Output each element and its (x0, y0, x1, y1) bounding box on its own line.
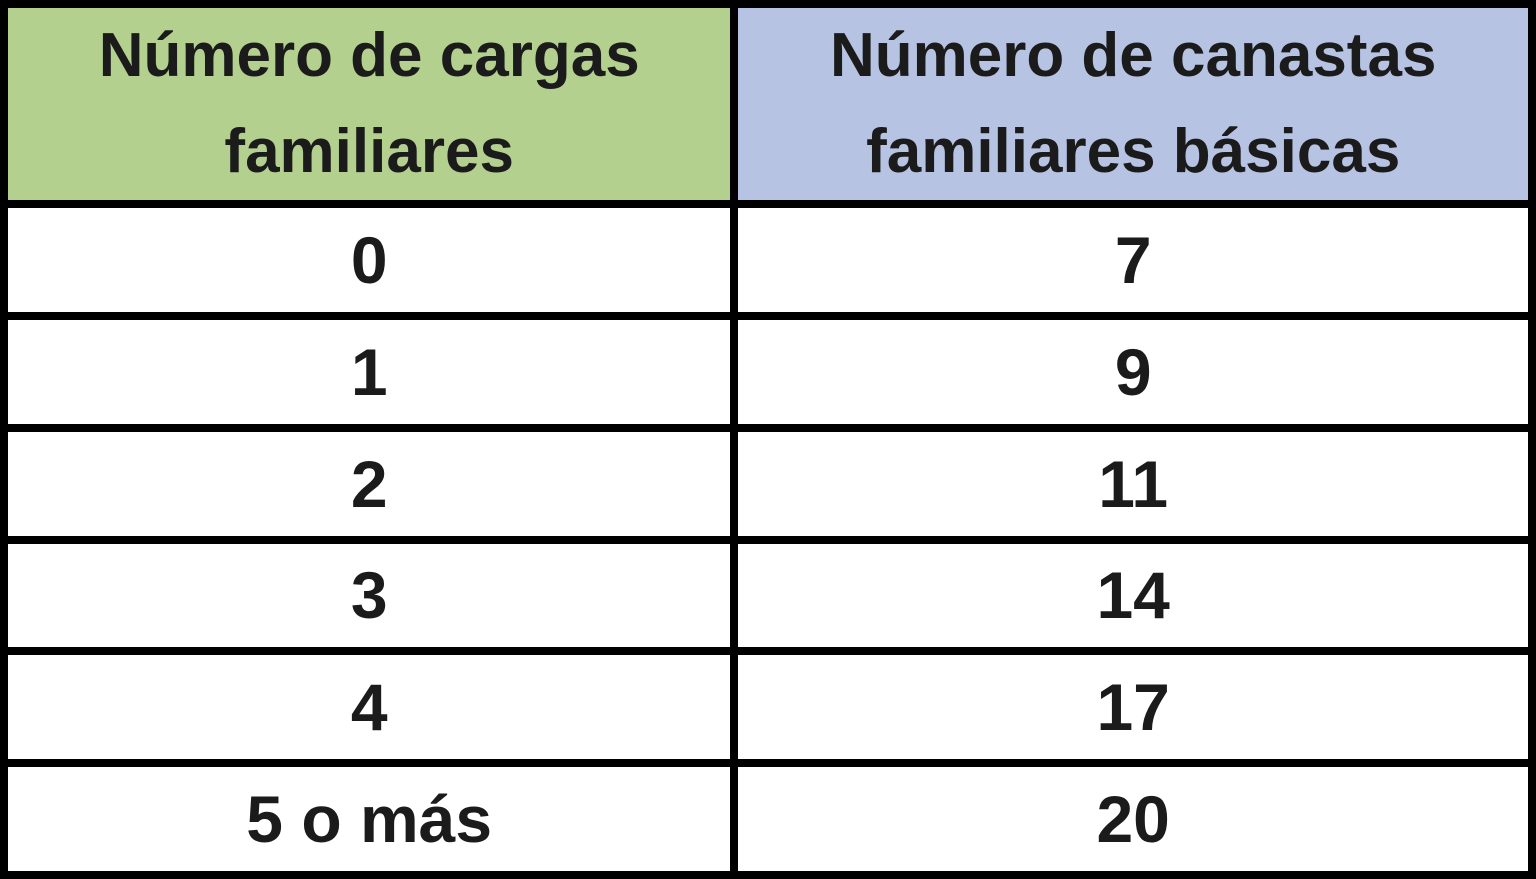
header-canastas-basicas: Número de canastas familiares básicas (730, 0, 1536, 209)
cell-canastas-0: 7 (730, 200, 1536, 320)
cell-canastas-4: 17 (730, 647, 1536, 768)
table-row: 4 17 (0, 647, 1536, 768)
cell-canastas-2: 11 (730, 423, 1536, 544)
cell-canastas-3: 14 (730, 535, 1536, 656)
cell-cargas-3: 3 (0, 535, 739, 656)
cell-cargas-4: 4 (0, 647, 739, 768)
cell-cargas-5: 5 o más (0, 759, 739, 879)
cell-cargas-1: 1 (0, 311, 739, 432)
cell-canastas-5: 20 (730, 759, 1536, 879)
cell-cargas-2: 2 (0, 423, 739, 544)
header-cargas-familiares: Número de cargas familiares (0, 0, 739, 209)
header-row: Número de cargas familiares Número de ca… (0, 0, 1536, 209)
cell-cargas-0: 0 (0, 200, 739, 320)
table-row: 5 o más 20 (0, 759, 1536, 879)
table-row: 3 14 (0, 535, 1536, 656)
cell-canastas-1: 9 (730, 311, 1536, 432)
table-row: 2 11 (0, 423, 1536, 544)
table-row: 0 7 (0, 200, 1536, 320)
table-row: 1 9 (0, 311, 1536, 432)
